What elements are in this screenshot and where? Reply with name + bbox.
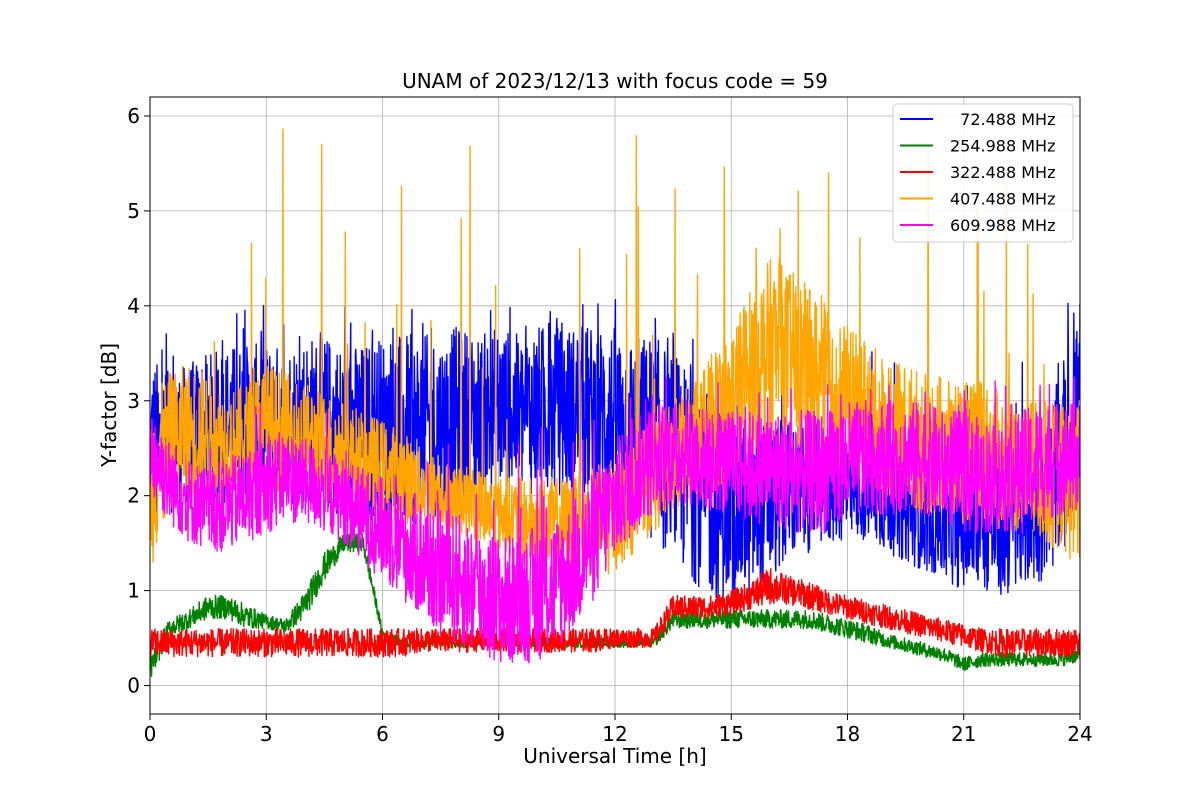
y-tick-label: 6: [127, 104, 140, 128]
y-axis-label: Y-factor [dB]: [97, 343, 121, 468]
y-tick-label: 1: [127, 579, 140, 603]
x-tick-label: 6: [376, 722, 389, 746]
legend-label-4: 609.988 MHz: [950, 216, 1055, 235]
y-tick-label: 0: [127, 674, 140, 698]
legend: 72.488 MHz 254.988 MHz 322.488 MHz 407.488 …: [892, 103, 1074, 243]
y-tick-label: 3: [127, 389, 140, 413]
legend-label-2: 322.488 MHz: [950, 163, 1055, 182]
x-axis-label: Universal Time [h]: [523, 744, 706, 768]
y-axis-ticks: 0 1 2 3 4 5 6: [127, 104, 150, 698]
y-tick-label: 2: [127, 484, 140, 508]
x-tick-label: 9: [492, 722, 505, 746]
x-tick-label: 21: [951, 722, 976, 746]
series-line-4: [150, 376, 1080, 664]
series-layer: [150, 128, 1080, 677]
x-tick-label: 3: [260, 722, 273, 746]
x-tick-label: 18: [835, 722, 860, 746]
chart-title: UNAM of 2023/12/13 with focus code = 59: [402, 69, 828, 93]
x-tick-label: 15: [719, 722, 744, 746]
legend-label-3: 407.488 MHz: [950, 190, 1055, 209]
y-tick-label: 4: [127, 294, 140, 318]
x-axis-ticks: 0 3 6 9 12 15 18 21 24: [144, 714, 1093, 746]
legend-box: [892, 103, 1074, 243]
x-tick-label: 0: [144, 722, 157, 746]
x-tick-label: 24: [1067, 722, 1092, 746]
series-line-2: [150, 568, 1080, 658]
legend-label-1: 254.988 MHz: [950, 137, 1055, 156]
legend-label-0: 72.488 MHz: [950, 110, 1055, 129]
x-tick-label: 12: [602, 722, 627, 746]
y-tick-label: 5: [127, 199, 140, 223]
